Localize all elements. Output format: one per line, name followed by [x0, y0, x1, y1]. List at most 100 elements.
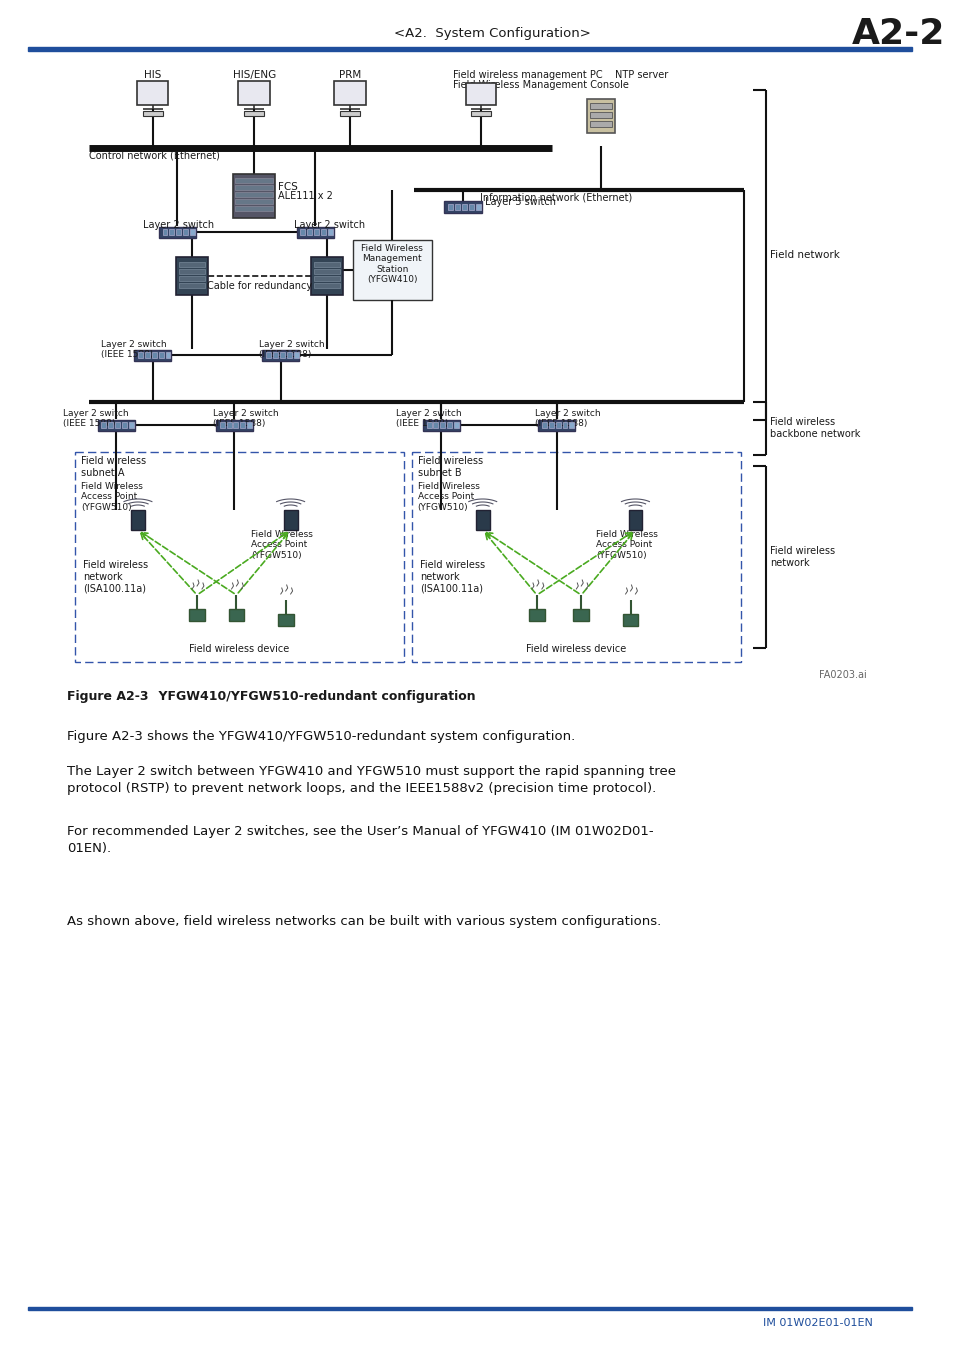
Bar — [294, 352, 298, 358]
Bar — [133, 350, 172, 360]
Text: For recommended Layer 2 switches, see the User’s Manual of YFGW410 (IM 01W02D01-: For recommended Layer 2 switches, see th… — [67, 825, 653, 855]
Text: Layer 3 switch: Layer 3 switch — [484, 197, 556, 207]
Bar — [229, 609, 244, 621]
Bar — [74, 452, 403, 662]
Bar — [314, 262, 339, 267]
Bar — [529, 609, 544, 621]
Bar — [183, 230, 188, 235]
Bar — [129, 423, 133, 428]
Text: Field wireless
subnet B: Field wireless subnet B — [417, 456, 482, 478]
Text: Field wireless device: Field wireless device — [189, 644, 289, 653]
Text: Field Wireless
Access Point
(YFGW510): Field Wireless Access Point (YFGW510) — [251, 531, 313, 560]
Text: Information network (Ethernet): Information network (Ethernet) — [479, 193, 632, 202]
Bar — [321, 230, 326, 235]
Bar — [28, 47, 911, 50]
Text: Cable for redundancy: Cable for redundancy — [206, 281, 312, 292]
Bar — [314, 275, 339, 281]
Bar — [476, 510, 489, 531]
Bar — [227, 423, 232, 428]
Bar — [219, 423, 224, 428]
Bar — [569, 423, 574, 428]
Bar — [158, 352, 163, 358]
Bar — [235, 207, 273, 211]
Text: Field wireless
network
(ISA100.11a): Field wireless network (ISA100.11a) — [83, 560, 148, 593]
Bar — [328, 230, 333, 235]
Bar — [97, 420, 134, 431]
Bar — [455, 204, 459, 211]
Bar — [115, 423, 120, 428]
Bar — [235, 178, 273, 184]
Bar — [235, 198, 273, 204]
Bar — [555, 423, 560, 428]
Bar — [279, 352, 284, 358]
Bar — [235, 185, 273, 190]
Bar — [162, 230, 168, 235]
Bar — [244, 111, 264, 116]
Bar — [433, 423, 438, 428]
Text: Layer 2 switch
(IEEE 1588): Layer 2 switch (IEEE 1588) — [101, 340, 167, 359]
Text: Field wireless
subnet A: Field wireless subnet A — [81, 456, 146, 478]
Text: Layer 2 switch: Layer 2 switch — [294, 220, 364, 230]
Bar — [179, 275, 205, 281]
Bar — [590, 103, 611, 109]
Bar — [122, 423, 127, 428]
Text: Field wireless
network: Field wireless network — [770, 547, 835, 568]
Bar — [562, 423, 567, 428]
Text: Layer 2 switch
(IEEE 1588): Layer 2 switch (IEEE 1588) — [213, 409, 278, 428]
Text: YFGW410/YFGW510-redundant configuration: YFGW410/YFGW510-redundant configuration — [141, 690, 475, 703]
Text: Figure A2-3 shows the YFGW410/YFGW510-redundant system configuration.: Figure A2-3 shows the YFGW410/YFGW510-re… — [67, 730, 575, 742]
Bar — [447, 423, 452, 428]
Bar — [476, 204, 480, 211]
Bar — [353, 240, 431, 300]
Bar — [152, 352, 156, 358]
Text: NTP server: NTP server — [614, 70, 667, 80]
Bar — [339, 111, 359, 116]
Bar — [311, 256, 342, 296]
Bar — [143, 111, 162, 116]
Text: As shown above, field wireless networks can be built with various system configu: As shown above, field wireless networks … — [67, 915, 660, 927]
Bar — [283, 510, 297, 531]
Text: IM 01W02E01-01EN: IM 01W02E01-01EN — [762, 1318, 872, 1328]
Bar — [296, 227, 334, 238]
Bar — [622, 614, 638, 626]
Text: Field wireless management PC: Field wireless management PC — [453, 70, 602, 80]
Bar — [138, 352, 143, 358]
Bar — [334, 81, 365, 105]
Text: Field wireless
backbone network: Field wireless backbone network — [770, 417, 860, 439]
Bar — [440, 423, 445, 428]
Text: Field network: Field network — [770, 250, 840, 261]
Bar — [454, 423, 458, 428]
Bar — [233, 423, 238, 428]
Text: Figure A2-3: Figure A2-3 — [67, 690, 149, 703]
Bar — [165, 352, 171, 358]
Text: Field Wireless
Access Point
(YFGW510): Field Wireless Access Point (YFGW510) — [81, 482, 143, 512]
Bar — [179, 262, 205, 267]
Bar — [307, 230, 312, 235]
Bar — [266, 352, 271, 358]
Text: Field Wireless Management Console: Field Wireless Management Console — [453, 80, 628, 90]
Bar — [590, 112, 611, 117]
Text: Field Wireless
Access Point
(YFGW510): Field Wireless Access Point (YFGW510) — [417, 482, 479, 512]
Text: A2-2: A2-2 — [851, 18, 944, 51]
Text: Layer 2 switch
(IEEE 1588): Layer 2 switch (IEEE 1588) — [395, 409, 461, 428]
Bar — [240, 423, 245, 428]
Bar — [314, 230, 319, 235]
Bar — [189, 609, 205, 621]
Text: Layer 2 switch
(IEEE 1588): Layer 2 switch (IEEE 1588) — [259, 340, 324, 359]
Bar — [176, 256, 208, 296]
Bar — [247, 423, 252, 428]
Bar — [444, 201, 481, 213]
Bar — [548, 423, 553, 428]
Text: Layer 2 switch: Layer 2 switch — [143, 220, 213, 230]
Text: Field wireless device: Field wireless device — [526, 644, 626, 653]
Bar — [314, 269, 339, 274]
Text: Layer 2 switch
(IEEE 1588): Layer 2 switch (IEEE 1588) — [63, 409, 129, 428]
Bar — [137, 81, 169, 105]
Bar — [448, 204, 453, 211]
Bar — [158, 227, 196, 238]
Bar — [537, 420, 575, 431]
Text: FCS: FCS — [277, 182, 297, 192]
Bar — [314, 284, 339, 288]
Bar — [465, 82, 495, 105]
Text: Field Wireless
Access Point
(YFGW510): Field Wireless Access Point (YFGW510) — [596, 531, 658, 560]
